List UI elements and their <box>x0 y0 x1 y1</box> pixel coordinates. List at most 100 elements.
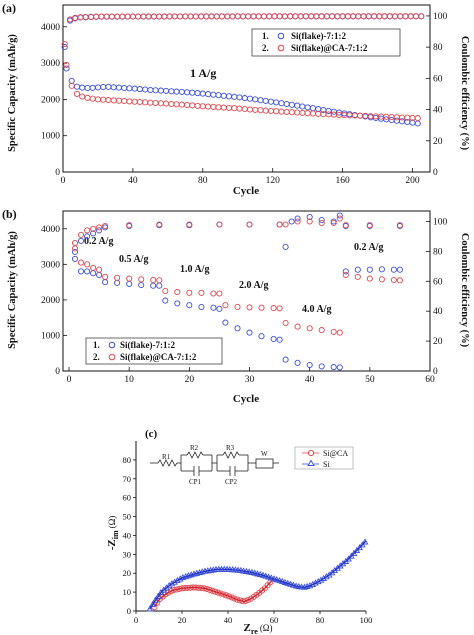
data-point <box>252 96 259 103</box>
data-point <box>397 13 404 20</box>
x-tick-label: 80 <box>316 615 325 625</box>
data-point <box>224 13 231 20</box>
panel-c-xlabel: Zre (Ω) <box>244 622 273 635</box>
circuit-label-cp2: CP2 <box>225 478 238 486</box>
y-right-tick-label: 0 <box>433 168 438 178</box>
legend-si-marker <box>307 459 315 466</box>
data-point <box>84 268 91 275</box>
circuit-label-r3: R3 <box>226 444 235 452</box>
data-point <box>186 221 193 228</box>
data-point <box>77 259 85 266</box>
panel-a-annotation: 1 A/g <box>190 66 216 80</box>
data-point <box>105 96 112 104</box>
ylabel-subscript: im <box>111 530 120 539</box>
panel-b-ylabel-left: Specific Capacity (mAh/g) <box>7 231 18 349</box>
data-point <box>102 222 109 230</box>
data-point <box>138 281 145 289</box>
y-right-tick-label: 40 <box>433 307 443 317</box>
data-point <box>282 243 289 250</box>
data-point <box>102 279 109 286</box>
data-point <box>114 274 121 281</box>
legend-frame <box>251 28 401 57</box>
data-point <box>366 222 373 229</box>
data-point <box>345 555 352 562</box>
data-point <box>378 266 385 273</box>
y-tick-label: 0 <box>127 606 131 616</box>
data-point <box>241 105 248 113</box>
data-point <box>136 86 143 93</box>
data-point <box>198 289 205 296</box>
xlabel-unit: (Ω) <box>260 623 273 633</box>
data-point <box>390 266 397 273</box>
data-point <box>210 91 217 98</box>
data-point <box>187 13 194 20</box>
data-point <box>294 359 301 366</box>
data-point <box>115 97 122 104</box>
legend-entry-2-marker <box>277 44 285 52</box>
data-point <box>161 13 168 20</box>
data-point <box>245 596 252 603</box>
panel-b-label: (b) <box>2 207 17 221</box>
data-point <box>342 271 349 279</box>
data-point <box>192 13 199 20</box>
data-point <box>281 13 288 20</box>
data-point <box>156 13 163 20</box>
data-point <box>182 13 189 20</box>
data-point <box>231 595 238 602</box>
data-point <box>267 98 275 105</box>
y-left-tick-label: 2000 <box>41 296 60 306</box>
data-point <box>252 106 259 113</box>
data-point <box>79 93 86 100</box>
data-point <box>156 282 163 289</box>
data-point <box>77 231 85 238</box>
data-point <box>323 13 330 20</box>
data-point <box>140 13 147 20</box>
panel-a-ylabel-right: Coulombic efficiency (%) <box>459 36 470 151</box>
data-point <box>336 329 343 336</box>
data-point <box>66 16 74 23</box>
data-point <box>150 276 157 284</box>
data-point <box>336 364 343 371</box>
data-point <box>231 105 238 112</box>
data-point <box>108 13 115 20</box>
data-point <box>255 13 262 20</box>
series-si-markers <box>146 538 369 612</box>
data-point <box>150 13 157 20</box>
data-point <box>154 592 162 599</box>
data-point <box>84 261 91 268</box>
data-point <box>174 289 181 296</box>
data-point <box>216 305 223 312</box>
data-point <box>342 268 349 275</box>
annotation-0p2-end: 0.2 A/g <box>354 242 383 253</box>
annotation-1p0: 1.0 A/g <box>180 264 209 275</box>
data-point <box>391 13 399 20</box>
resistor-r1 <box>157 459 178 467</box>
y-right-tick-label: 80 <box>433 43 443 53</box>
xlabel-subscript: re <box>251 627 258 635</box>
data-point <box>178 88 185 95</box>
data-point <box>246 304 253 311</box>
data-point <box>386 13 393 20</box>
data-point <box>77 237 85 244</box>
data-point <box>156 221 163 228</box>
legend-si-label: Si <box>323 460 330 469</box>
panel-a-ylabel-left: Specific Capacity (mAh/g) <box>7 34 18 152</box>
y-left-tick-label: 3000 <box>41 260 60 270</box>
data-point <box>325 111 332 118</box>
data-point <box>216 290 223 297</box>
data-point <box>276 13 283 20</box>
data-point <box>228 594 235 601</box>
data-point <box>402 13 409 20</box>
data-point <box>61 40 68 48</box>
data-point <box>184 101 191 109</box>
data-point <box>73 83 81 90</box>
data-point <box>258 333 265 340</box>
data-point <box>198 303 205 311</box>
data-point <box>225 104 233 111</box>
plot-frame <box>62 4 431 173</box>
data-point <box>294 109 301 116</box>
y-right-tick-label: 20 <box>433 137 443 147</box>
data-point <box>209 587 216 594</box>
data-point <box>146 605 154 612</box>
data-point <box>115 84 122 91</box>
